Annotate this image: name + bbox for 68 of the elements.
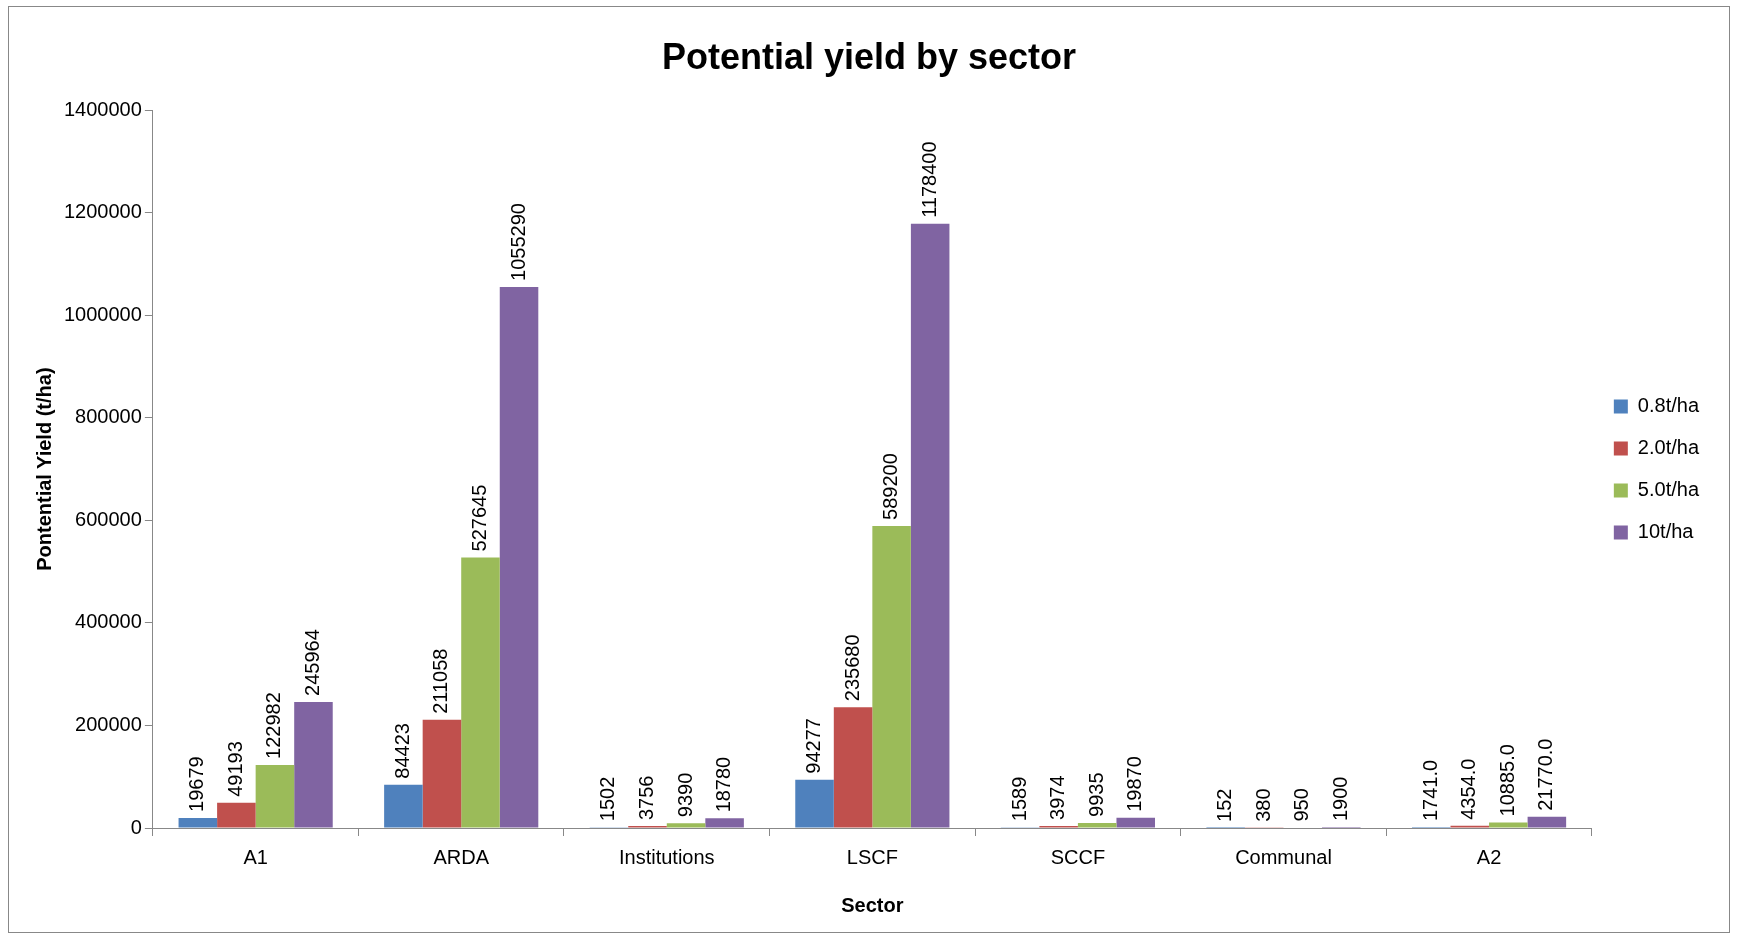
- x-tick-label: ARDA: [433, 845, 490, 868]
- data-label: 9935: [1084, 772, 1107, 817]
- data-label: 21770.0: [1534, 738, 1557, 811]
- bar: [294, 701, 333, 828]
- data-label: 84423: [390, 723, 413, 779]
- x-tick-label: Communal: [1235, 845, 1332, 868]
- x-tick-label: Institutions: [618, 845, 715, 868]
- data-label: 122982: [262, 692, 285, 759]
- data-label: 19870: [1123, 756, 1146, 812]
- data-label: 1178400: [917, 141, 940, 218]
- data-label: 589200: [879, 453, 902, 520]
- bar: [499, 286, 539, 828]
- data-label: 527645: [468, 484, 490, 552]
- x-axis-title: Sector: [841, 893, 904, 916]
- data-label: 1900: [1328, 776, 1351, 822]
- data-label: 245964: [300, 629, 323, 696]
- y-tick-label: 200000: [75, 712, 142, 735]
- data-label: 380: [1251, 788, 1274, 822]
- data-label: 1502: [596, 776, 619, 822]
- y-tick-label: 1000000: [63, 302, 142, 325]
- data-label: 235680: [840, 634, 863, 702]
- y-tick-label: 800000: [75, 405, 142, 428]
- bar: [1489, 822, 1528, 828]
- x-tick-label: A1: [243, 845, 268, 868]
- bar: [255, 764, 295, 828]
- x-tick-label: LSCF: [846, 845, 898, 868]
- y-tick-label: 600000: [75, 507, 142, 530]
- bar: [1077, 822, 1117, 828]
- legend-label: 0.8t/ha: [1637, 394, 1700, 417]
- bar: [666, 823, 706, 828]
- data-label: 3974: [1046, 775, 1069, 820]
- y-axis-title: Pontential Yield (t/ha): [32, 367, 55, 571]
- x-tick-label: SCCF: [1050, 845, 1106, 868]
- data-label: 9390: [673, 772, 696, 818]
- data-label: 19679: [185, 756, 208, 812]
- data-label: 950: [1290, 788, 1313, 822]
- y-tick-label: 1200000: [63, 200, 142, 223]
- bar: [178, 817, 218, 828]
- bar: [795, 779, 834, 828]
- bar: [461, 557, 500, 828]
- y-tick-label: 1400000: [63, 97, 142, 120]
- bar: [217, 802, 256, 828]
- y-tick-label: 400000: [75, 610, 142, 633]
- data-label: 1589: [1007, 776, 1030, 822]
- data-label: 152: [1213, 788, 1236, 822]
- legend-label: 10t/ha: [1637, 520, 1695, 543]
- data-label: 211058: [429, 648, 452, 714]
- bar: [422, 719, 462, 828]
- bar: [1527, 816, 1567, 828]
- data-label: 1055290: [506, 203, 529, 281]
- data-label: 94277: [802, 718, 825, 774]
- x-tick-label: A2: [1476, 845, 1502, 868]
- y-tick-label: 0: [130, 815, 142, 838]
- bar: [384, 784, 423, 828]
- chart-title: Potential yield by sector: [661, 35, 1077, 77]
- data-label: 3756: [635, 775, 658, 821]
- bar: [1116, 817, 1156, 828]
- data-label: 10885.0: [1495, 744, 1518, 817]
- bar: [833, 707, 873, 828]
- bar: [872, 525, 911, 828]
- legend-label: 2.0t/ha: [1637, 436, 1700, 459]
- data-label: 18780: [712, 756, 735, 813]
- data-label: 49193: [223, 741, 246, 797]
- legend-label: 5.0t/ha: [1637, 478, 1700, 501]
- data-label: 4354.0: [1457, 758, 1480, 820]
- bar: [705, 818, 744, 828]
- bar: [910, 223, 950, 828]
- data-label: 1741.0: [1418, 759, 1441, 822]
